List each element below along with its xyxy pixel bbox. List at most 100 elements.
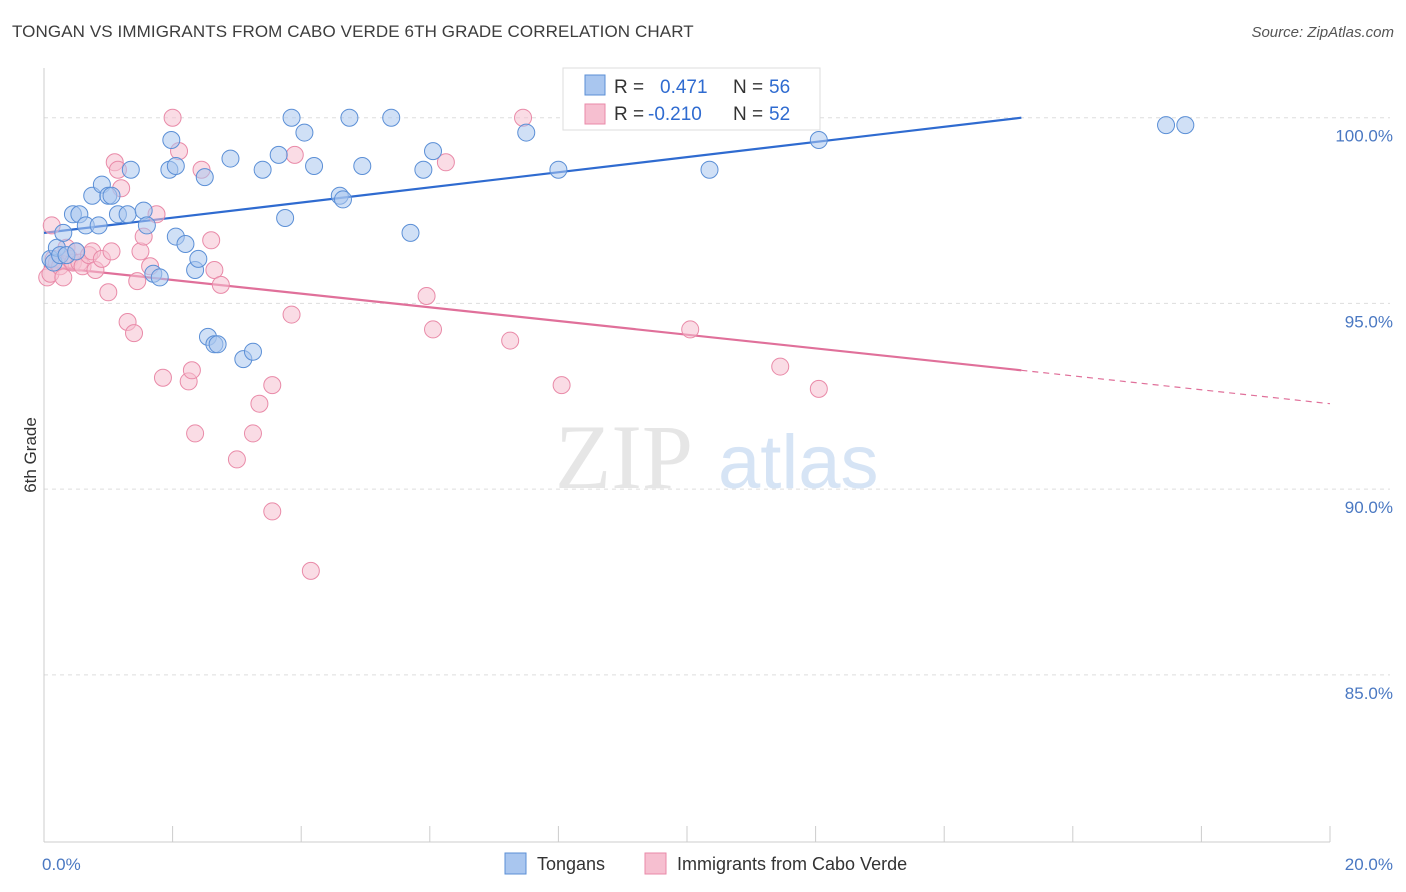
point-tongans-39 (282, 108, 301, 127)
watermark: ZIP atlas (555, 406, 879, 508)
x-tick-label-1: 20.0% (1345, 855, 1393, 874)
watermark-zip: ZIP (555, 406, 693, 508)
y-tick-label-2: 95.0% (1345, 312, 1393, 331)
x-tick-labels: 0.0% 20.0% (42, 855, 1393, 874)
point-cabo-verde-18 (102, 242, 121, 261)
point-cabo-verde-43 (263, 502, 282, 521)
bottom-legend-swatch-tongans (504, 852, 527, 875)
point-tongans-52 (700, 160, 719, 179)
point-tongans-36 (253, 160, 272, 179)
point-tongans-53 (809, 131, 828, 149)
bottom-legend-swatch-cabo-verde (644, 852, 667, 875)
point-cabo-verde-49 (436, 153, 455, 172)
point-tongans-54 (1157, 116, 1176, 135)
point-tongans-55 (1176, 116, 1195, 135)
stats-legend: R = 0.471 N = 56 R = -0.210 N = 52 (562, 67, 821, 131)
stats-legend-box (562, 67, 821, 131)
point-cabo-verde-29 (153, 368, 172, 387)
point-cabo-verde-24 (128, 272, 147, 291)
legend-r-label-2: R = (614, 104, 644, 125)
point-cabo-verde-30 (163, 108, 182, 127)
point-tongans-47 (401, 223, 420, 242)
y-tick-label-0: 85.0% (1345, 684, 1393, 703)
point-tongans-33 (221, 149, 240, 168)
point-tongans-4 (54, 223, 73, 242)
point-cabo-verde-33 (182, 361, 201, 380)
point-tongans-35 (243, 342, 262, 361)
point-tongans-41 (305, 157, 324, 175)
point-cabo-verde-6 (54, 268, 73, 287)
legend-n-label-1: N = (733, 77, 763, 98)
legend-n-label-2: N = (733, 104, 763, 125)
point-tongans-38 (276, 209, 295, 227)
legend-swatch-cabo-verde (584, 103, 606, 125)
point-cabo-verde-50 (501, 331, 520, 350)
legend-r-label-1: R = (614, 77, 644, 98)
point-tongans-50 (517, 123, 536, 142)
point-tongans-43 (333, 190, 352, 209)
trend-line-tongans (43, 116, 1022, 234)
point-tongans-26 (176, 235, 195, 253)
point-cabo-verde-52 (552, 376, 571, 395)
point-tongans-24 (166, 157, 185, 175)
point-cabo-verde-23 (125, 324, 144, 343)
legend-r-value-2: -0.210 (648, 104, 702, 125)
legend-swatch-tongans (584, 74, 606, 96)
point-cabo-verde-53 (681, 320, 700, 339)
y-axis-title: 6th Grade (21, 417, 40, 493)
axes (43, 68, 1331, 843)
point-tongans-19 (137, 216, 156, 235)
series-cabo-verde-points (38, 108, 828, 580)
point-tongans-16 (118, 205, 137, 224)
point-cabo-verde-41 (250, 394, 269, 413)
point-cabo-verde-42 (263, 376, 282, 395)
point-cabo-verde-55 (809, 379, 828, 398)
point-tongans-51 (549, 160, 568, 179)
point-cabo-verde-44 (282, 305, 301, 324)
point-cabo-verde-38 (211, 275, 230, 294)
point-tongans-29 (195, 168, 214, 187)
point-cabo-verde-46 (301, 561, 320, 580)
grid-lines (44, 117, 1390, 676)
point-tongans-49 (424, 142, 443, 161)
point-tongans-28 (189, 249, 208, 268)
point-tongans-18 (134, 201, 153, 220)
point-tongans-40 (295, 123, 314, 142)
legend-n-value-2: 52 (769, 104, 790, 125)
point-tongans-48 (414, 160, 433, 179)
chart-title: TONGAN VS IMMIGRANTS FROM CABO VERDE 6TH… (12, 22, 694, 41)
y-tick-labels: 85.0% 90.0% 95.0% 100.0% (1335, 127, 1393, 703)
point-tongans-11 (89, 216, 108, 235)
bottom-legend-label-tongans: Tongans (537, 854, 605, 874)
point-tongans-46 (382, 108, 401, 127)
point-cabo-verde-48 (424, 320, 443, 339)
point-tongans-45 (353, 157, 372, 175)
point-tongans-37 (269, 145, 288, 164)
point-tongans-23 (162, 131, 181, 149)
point-tongans-17 (121, 160, 140, 179)
point-tongans-21 (150, 268, 169, 287)
watermark-atlas: atlas (718, 420, 879, 505)
series-tongans-points (41, 108, 1195, 369)
point-cabo-verde-17 (99, 283, 118, 302)
point-cabo-verde-47 (417, 287, 436, 305)
point-cabo-verde-39 (227, 450, 246, 469)
point-cabo-verde-34 (186, 424, 205, 443)
y-tick-label-1: 90.0% (1345, 498, 1393, 517)
trend-lines (43, 116, 1331, 405)
point-tongans-32 (208, 335, 227, 354)
bottom-legend-label-cabo-verde: Immigrants from Cabo Verde (677, 854, 907, 874)
series-legend: Tongans Immigrants from Cabo Verde (504, 852, 907, 875)
point-cabo-verde-51 (514, 108, 533, 127)
legend-r-value-1: 0.471 (660, 77, 708, 98)
x-tick-label-0: 0.0% (42, 855, 81, 874)
point-tongans-14 (102, 186, 121, 205)
point-tongans-44 (340, 108, 359, 127)
trend-line-cabo-verde-extension (1021, 369, 1331, 405)
point-cabo-verde-45 (285, 145, 304, 164)
trend-line-cabo-verde (43, 265, 1022, 372)
point-cabo-verde-36 (202, 231, 221, 250)
point-cabo-verde-25 (131, 242, 150, 261)
point-cabo-verde-54 (771, 357, 790, 376)
